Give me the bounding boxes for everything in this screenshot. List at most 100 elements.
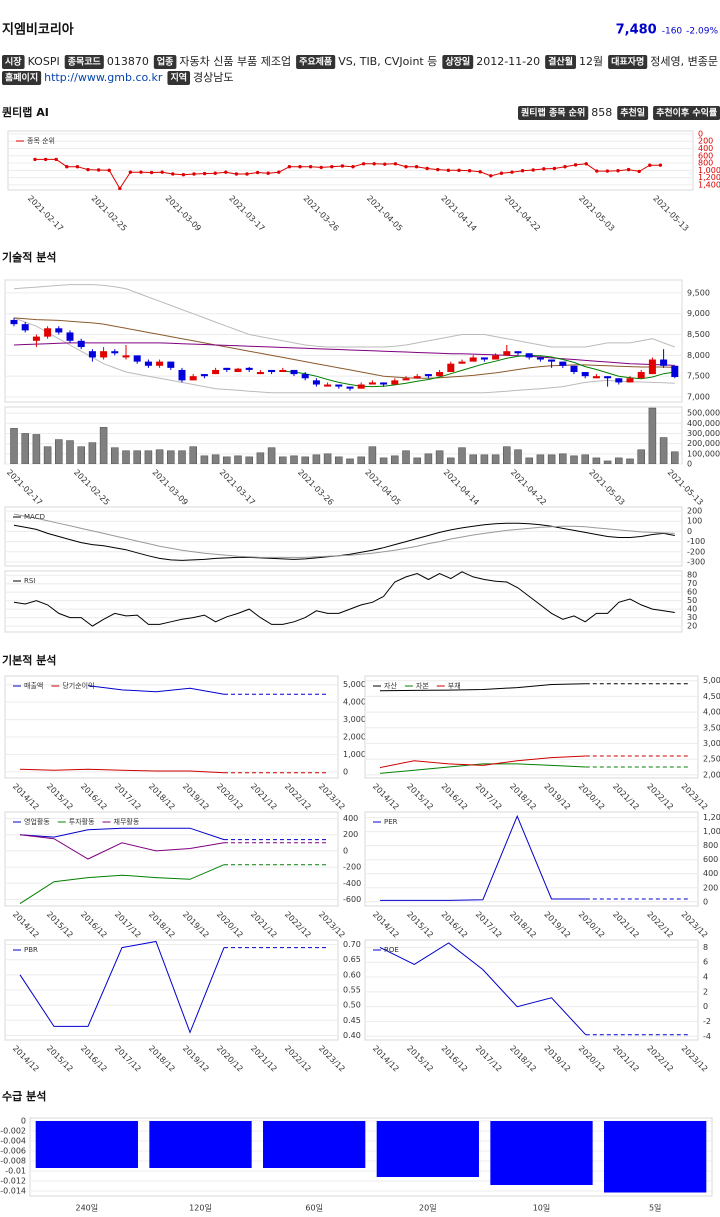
info-value: 정세영, 변종문 — [650, 55, 718, 68]
series-line — [379, 755, 586, 769]
bar — [211, 454, 220, 464]
bar — [659, 437, 668, 464]
badge-label: 주요제품 — [299, 56, 332, 68]
x-tick-label: 2020/12 — [577, 782, 607, 812]
candle-body — [413, 376, 421, 379]
bar — [267, 447, 276, 464]
badge — [2, 55, 25, 69]
point — [277, 170, 281, 174]
legend-label: 매출액 — [24, 681, 43, 690]
y-tick-label: 4,000 — [343, 698, 366, 707]
y-tick-label: 0 — [703, 1002, 708, 1011]
y-tick-label: 1,000 — [343, 750, 366, 759]
chart: 0-0.002-0.004-0.006-0.008-0.01-0.012-0.0… — [0, 1117, 713, 1213]
point — [160, 170, 164, 174]
chart: 400 200 0 -200 -400 -600 2014/12 2015/12 2016/12… — [4, 811, 361, 940]
badge-label: 결산월 — [548, 56, 573, 68]
x-tick-label: 2021-03-17 — [227, 194, 266, 233]
legend-label: 당기순이익 — [62, 681, 94, 690]
bar — [637, 449, 645, 464]
candle-body — [268, 369, 276, 373]
plot — [379, 942, 689, 1036]
y-tick-label: 0.45 — [343, 1016, 361, 1025]
point — [637, 169, 641, 174]
legend-label: 자산 — [384, 681, 397, 690]
candle-body — [525, 353, 533, 358]
bar — [379, 457, 388, 464]
point — [626, 167, 631, 172]
candle-body — [536, 357, 544, 360]
x-tick-label: 2015/12 — [405, 1044, 435, 1074]
badge — [2, 71, 42, 85]
point — [520, 168, 525, 173]
x-tick-label: 60일 — [305, 1204, 323, 1213]
x-tick-label: 2014/12 — [371, 782, 401, 812]
bar — [368, 446, 377, 464]
point — [245, 172, 249, 176]
point — [33, 157, 37, 162]
point — [65, 164, 69, 169]
bar — [648, 407, 657, 464]
point — [351, 164, 355, 169]
x-tick-label: 2018/12 — [508, 782, 538, 812]
bar — [279, 456, 287, 464]
x-tick-label: 2020/12 — [215, 1044, 245, 1074]
plot — [13, 571, 675, 627]
info-value: 12월 — [579, 55, 603, 68]
y-tick-label: 2,000 — [703, 770, 720, 779]
x-tick-label: 2019/12 — [542, 782, 572, 812]
candle-body — [548, 359, 556, 362]
badge-label: 추천일 — [620, 107, 645, 119]
y-tick-label: 200 — [687, 507, 702, 516]
y-tick-label: 8,500 — [687, 330, 710, 339]
x-tick-label: 2017/12 — [474, 910, 504, 940]
x-tick-label: 2021/12 — [611, 782, 641, 812]
x-tick-label: 2018/12 — [508, 1044, 538, 1074]
bar — [99, 427, 108, 464]
y-tick-label: -0.008 — [0, 1157, 26, 1166]
candle-body — [144, 361, 152, 366]
point — [171, 172, 175, 176]
info-value: 2012-11-20 — [476, 55, 540, 68]
bar — [570, 455, 578, 464]
bar — [491, 454, 500, 464]
bar — [149, 1121, 252, 1168]
bar — [424, 453, 433, 464]
info-value[interactable]: http://www.gmb.co.kr — [44, 71, 163, 84]
x-tick-label: 2021-03-17 — [218, 468, 257, 507]
legend-label: 자본 — [416, 681, 429, 690]
y-tick-label: 4 — [703, 973, 708, 982]
bar — [447, 457, 455, 464]
point — [467, 168, 472, 173]
x-tick-label: 2020/12 — [215, 782, 245, 812]
x-tick-label: 2023/12 — [317, 910, 347, 940]
point — [595, 169, 599, 173]
badge — [653, 106, 720, 120]
y-tick-label: 1,000 — [698, 166, 720, 175]
change-pct: -2.09% — [686, 27, 718, 37]
plot-frame — [7, 130, 694, 191]
series-line — [13, 571, 675, 627]
info-value: VS, TIB, CVJoint 등 — [338, 55, 437, 68]
x-tick-label: 2016/12 — [79, 1044, 109, 1074]
bar — [43, 446, 52, 464]
bar — [88, 442, 97, 464]
point — [542, 167, 546, 171]
plot-frame — [364, 675, 699, 779]
series-line — [13, 513, 675, 558]
point — [308, 164, 313, 169]
candle-body — [279, 369, 287, 373]
candle-body — [581, 372, 589, 377]
legend-label: 재무활동 — [114, 817, 140, 826]
badge-label: 상장일 — [445, 56, 470, 68]
plot — [19, 827, 326, 905]
series-line — [19, 827, 225, 841]
section-title: 기본적 분석 — [2, 653, 56, 667]
x-tick-label: 2015/12 — [405, 910, 435, 940]
bar — [111, 447, 119, 464]
change: -160 — [662, 27, 683, 37]
plot — [19, 940, 326, 1034]
point — [330, 164, 334, 169]
plot-frame — [4, 506, 683, 567]
candle-body — [212, 369, 220, 375]
